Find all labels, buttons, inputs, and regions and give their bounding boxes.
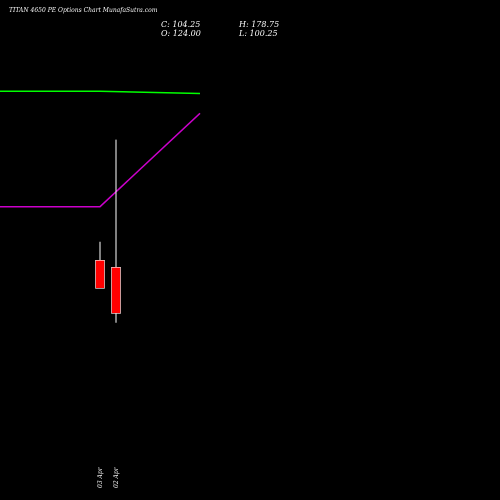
low-value: L: 100.25 <box>239 29 278 38</box>
x-tick-label: 03 Apr <box>97 466 104 488</box>
candle-body <box>95 259 105 289</box>
high-value: H: 178.75 <box>239 20 280 29</box>
close-value: C: 104.25 <box>161 20 201 29</box>
magenta-overlay-line <box>0 112 201 208</box>
green-overlay-line <box>0 90 201 95</box>
overlay-lines <box>0 90 201 208</box>
candles <box>95 139 121 323</box>
x-tick-label: 02 Apr <box>113 466 120 488</box>
candle-body <box>111 266 121 314</box>
open-value: O: 124.00 <box>161 29 201 38</box>
candle <box>111 139 121 323</box>
candle <box>95 241 105 289</box>
x-axis-labels: 03 Apr 02 Apr <box>97 466 120 488</box>
chart-title: TITAN 4650 PE Options Chart MunafaSutra.… <box>9 7 158 14</box>
